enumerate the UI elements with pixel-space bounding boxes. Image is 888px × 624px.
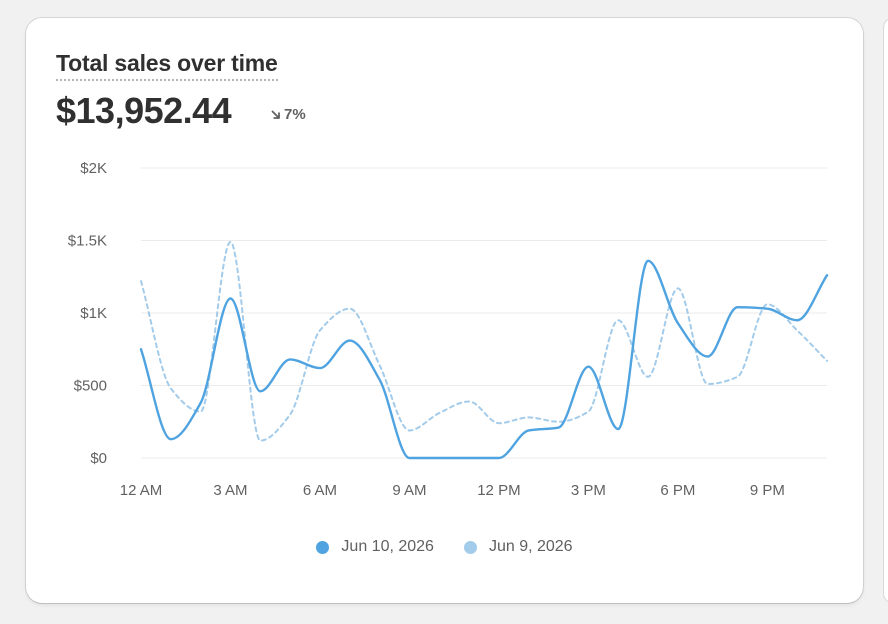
sales-line-chart: $0 $500 $1K $1.5K $2K 12 AM 3 AM 6 AM 9 AM 12 PM 3… [68,160,829,499]
y-tick-label: $1K [80,305,107,322]
x-tick-label: 12 PM [477,482,520,499]
total-sales-value: $13,952.44 [56,90,232,131]
y-tick-label: $2K [80,160,107,177]
x-tick-label: 6 PM [660,482,695,499]
legend-label-previous: Jun 9, 2026 [488,538,573,555]
legend-dot-previous [463,540,477,554]
change-percent: 7% [284,106,306,123]
x-tick-label: 9 AM [392,482,426,499]
legend-item-current[interactable]: Jun 10, 2026 [316,538,434,556]
legend-item-previous[interactable]: Jun 9, 2026 [463,538,573,556]
arrow-down-right-icon [271,110,280,119]
sales-chart-card: Total sales over time $13,952.44 7% $0 $5… [26,18,863,603]
series-line-current [139,259,829,460]
y-tick-label: $1.5K [68,233,107,250]
y-tick-label: $0 [90,450,107,467]
x-tick-label: 3 PM [571,482,606,499]
adjacent-card-edge [884,18,888,603]
legend-dot-current [316,540,330,554]
x-tick-label: 9 PM [750,482,785,499]
x-tick-label: 3 AM [213,482,247,499]
change-indicator: 7% [270,106,306,123]
legend-label-current: Jun 10, 2026 [341,538,434,555]
series-line-previous [140,240,828,442]
card-title[interactable]: Total sales over time [56,50,278,81]
chart-legend: Jun 10, 2026 Jun 9, 2026 [26,538,863,556]
y-tick-label: $500 [74,378,107,395]
x-tick-label: 6 AM [303,482,337,499]
x-tick-label: 12 AM [120,482,163,499]
